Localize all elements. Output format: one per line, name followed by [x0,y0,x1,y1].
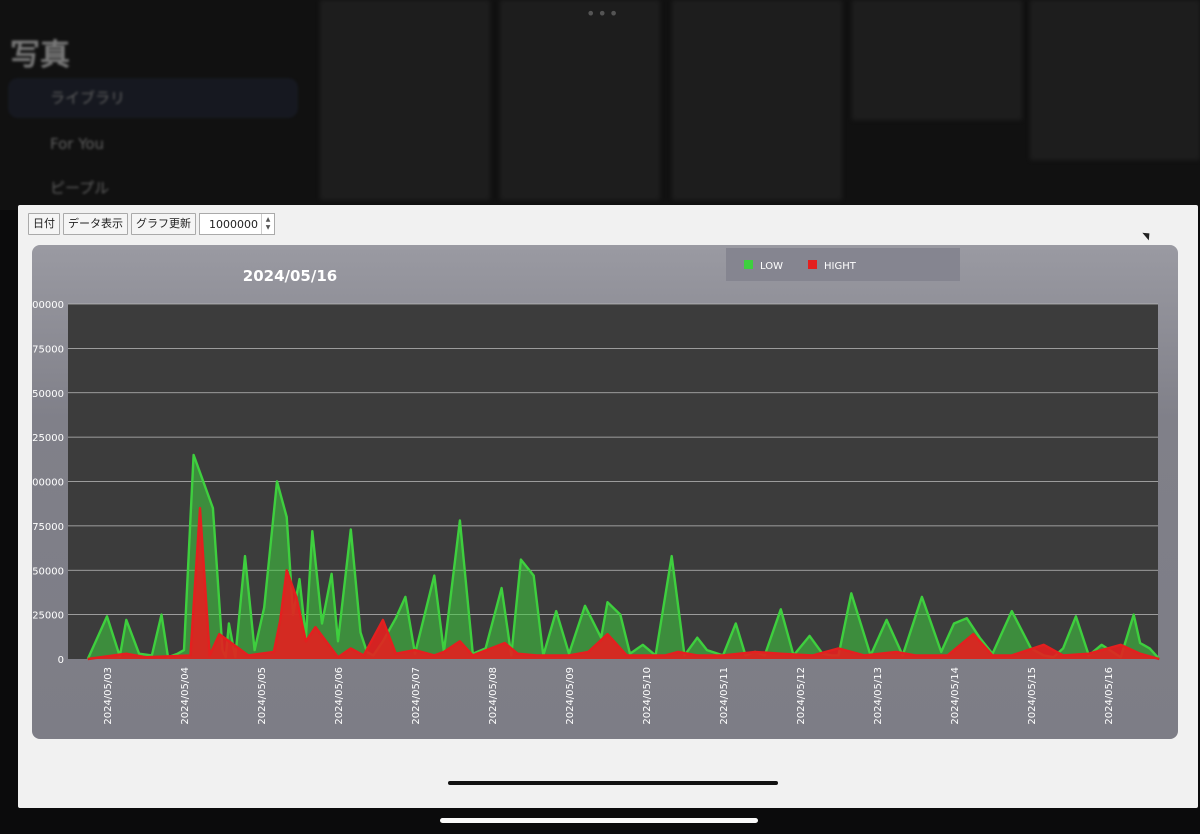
x-tick-label: 2024/05/15 [1027,667,1038,725]
spin-arrows-icon[interactable]: ▲ ▼ [261,214,274,234]
series-line-low [86,453,1161,660]
legend-swatch-hight [808,260,817,269]
x-tick-label: 2024/05/06 [334,667,345,725]
mouse-cursor-icon [1142,229,1153,241]
background-sidebar-item-library: ライブラリ [8,78,298,118]
y-tick-label: 0 [58,655,64,666]
y-tick-label: 75000 [32,522,64,533]
y-axis-ticks: 0 25000 50000 75000 100000 125000 150000 175000… [26,300,64,666]
home-indicator[interactable] [440,818,758,823]
value-spinbox[interactable]: 1000000 ▲ ▼ [199,213,275,235]
background-thumbnail [672,0,842,200]
background-thumbnail [500,0,660,200]
legend-label-hight: HIGHT [824,261,857,272]
x-axis-ticks: 2024/05/03 2024/05/04 2024/05/05 2024/05/06… [103,667,1192,725]
series-layer [86,453,1161,661]
legend-label-low: LOW [760,261,783,272]
background-sidebar-item-for-you: For You [50,135,105,153]
toolbar: 日付 データ表示 グラフ更新 1000000 ▲ ▼ [28,213,275,235]
x-tick-label: 2024/05/13 [873,667,884,725]
x-tick-label: 2024/05/05 [257,667,268,725]
y-tick-label: 50000 [32,566,64,577]
window-home-indicator [448,781,778,785]
background-thumbnail [320,0,490,200]
background-app-title: 写真 [10,38,70,73]
x-tick-label: 2024/05/10 [642,667,653,725]
background-thumbnail [1030,0,1200,160]
x-tick-label: 2024/05/07 [411,667,422,725]
y-tick-label: 25000 [32,611,64,622]
background-sidebar-item-people: ピープル [50,179,110,197]
background-thumbnail [852,0,1022,120]
grid-lines [68,303,1158,616]
x-tick-label: 2024/05/08 [488,667,499,725]
legend: LOW HIGHT [744,260,857,272]
chart-panel: 2024/05/16 LOW HIGHT 0 25000 50000 75000 1000… [26,245,1192,739]
chart-title: 2024/05/16 [243,267,337,285]
x-tick-label: 2024/05/16 [1104,667,1115,725]
y-tick-label: 100000 [32,478,64,489]
legend-box [726,248,960,281]
app-window: 日付 データ表示 グラフ更新 1000000 ▲ ▼ 2024/05/16 LOW… [18,205,1198,808]
x-tick-label: 2024/05/04 [180,667,191,725]
date-button[interactable]: 日付 [28,213,60,235]
series-area-hight [87,508,1160,659]
x-tick-label: 2024/05/03 [103,667,114,725]
chart-svg: 2024/05/16 LOW HIGHT 0 25000 50000 75000 1000… [26,248,1192,725]
x-tick-label: 2024/05/12 [796,667,807,725]
x-tick-label: 2024/05/09 [565,667,576,725]
legend-swatch-low [744,260,753,269]
x-tick-label: 2024/05/14 [950,667,961,725]
x-tick-label: 2024/05/11 [719,667,730,725]
y-tick-label: 125000 [32,433,64,444]
show-data-button[interactable]: データ表示 [63,213,128,235]
series-line-hight [87,506,1160,661]
y-tick-label: 150000 [32,389,64,400]
series-area-low [87,454,1160,659]
spinbox-value[interactable]: 1000000 [209,217,258,231]
refresh-graph-button[interactable]: グラフ更新 [131,213,196,235]
background-photos-app: ••• 写真 ライブラリ For You ピープル [0,0,1200,210]
y-tick-label: 175000 [32,344,64,355]
y-tick-label: 200000 [32,300,64,311]
